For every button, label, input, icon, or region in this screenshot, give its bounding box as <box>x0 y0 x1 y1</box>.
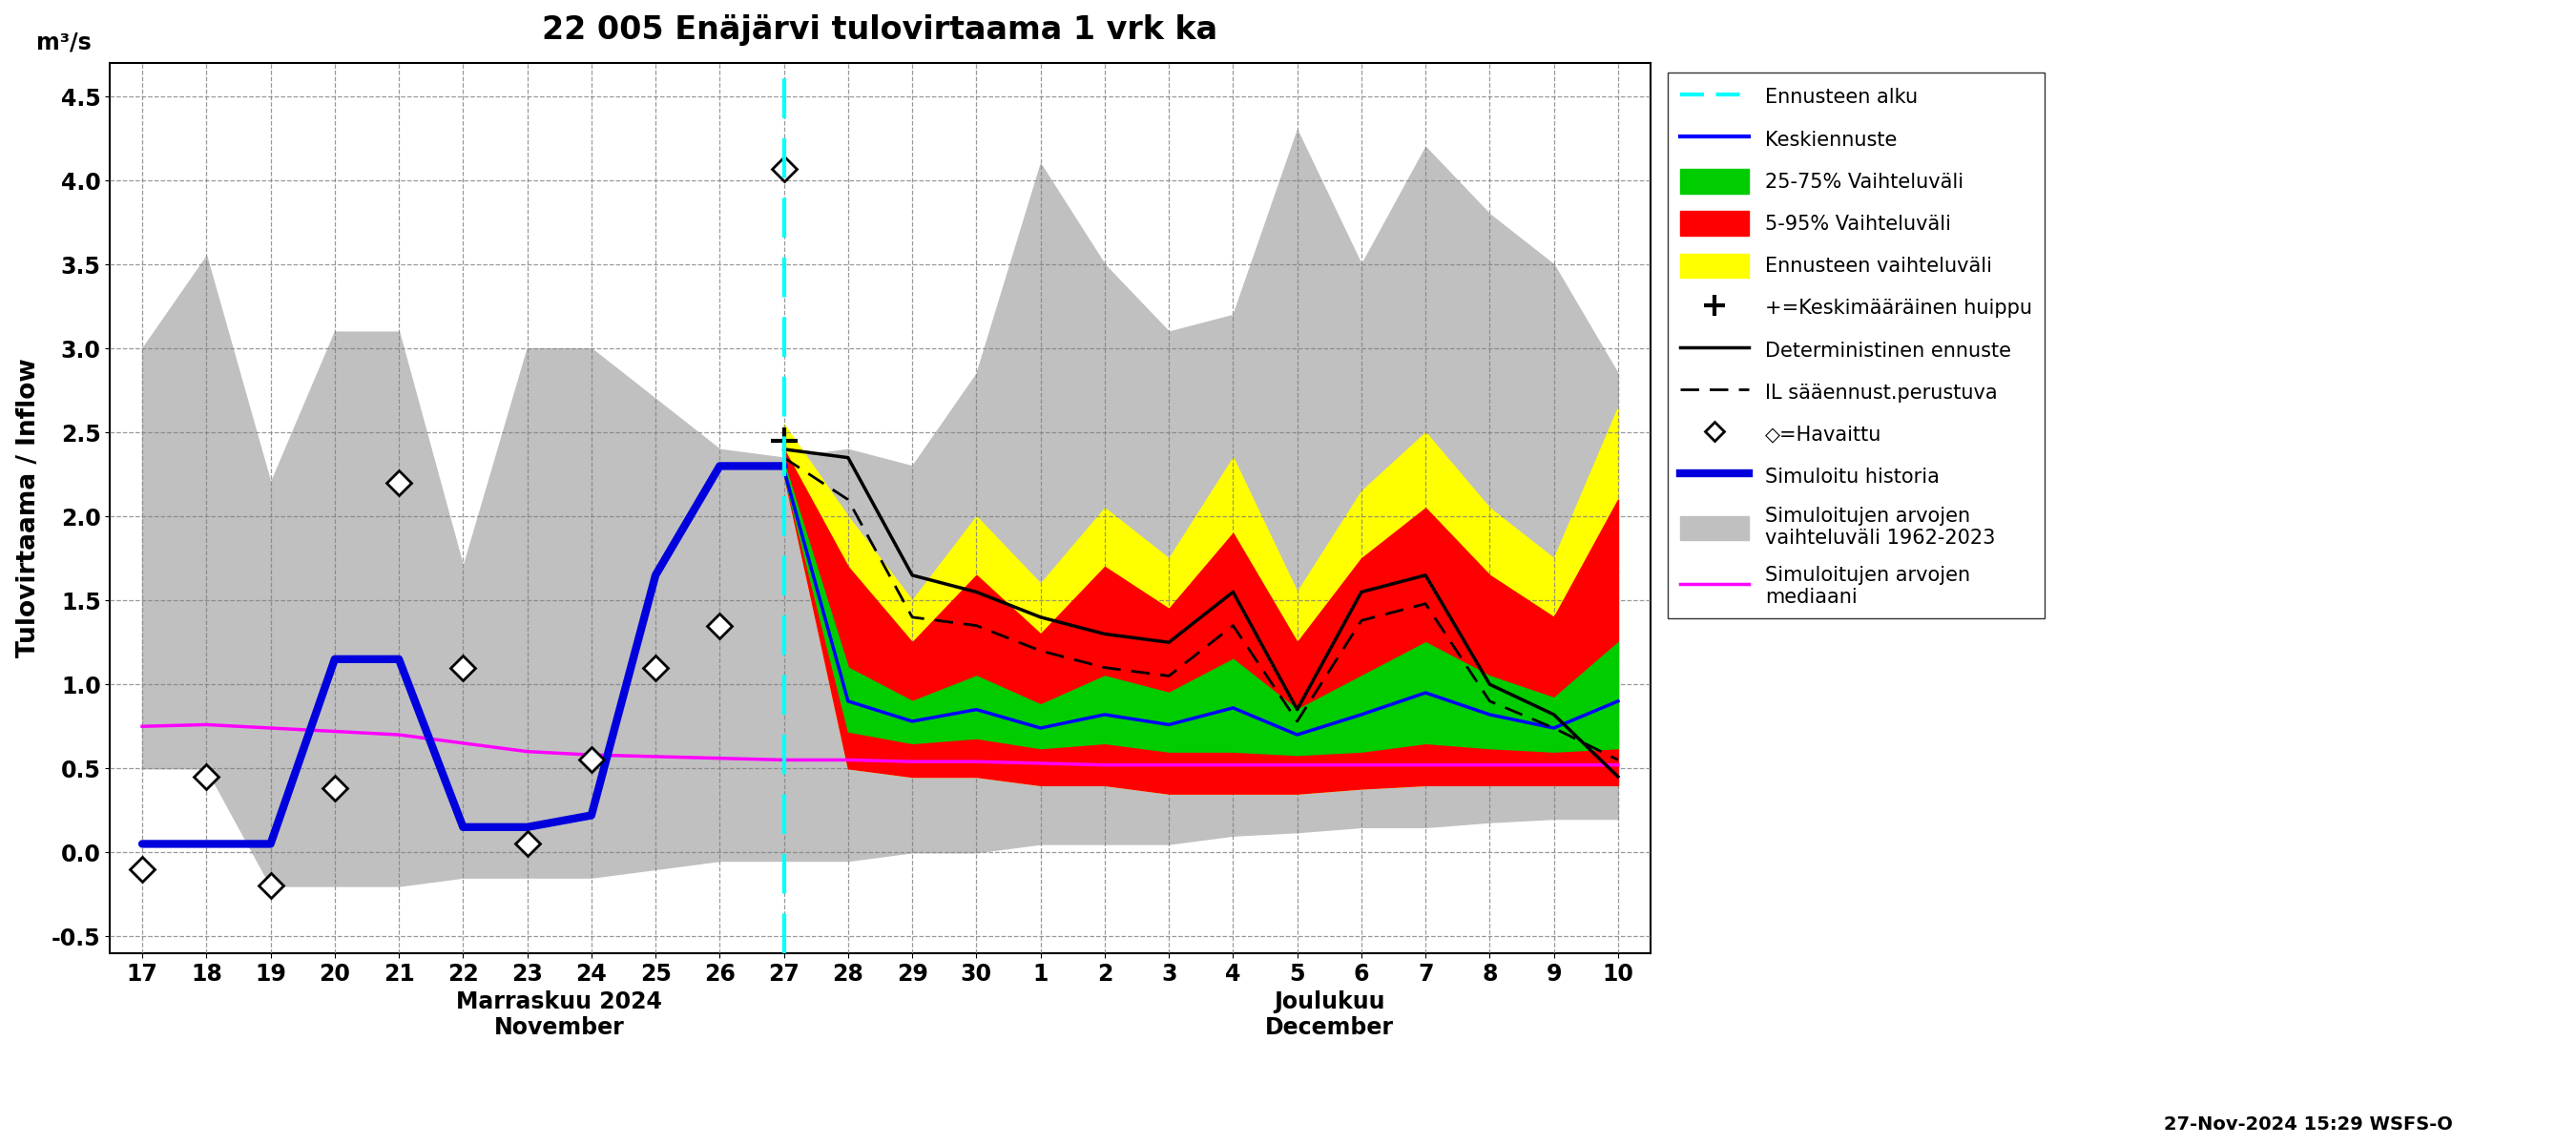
Text: Marraskuu 2024
November: Marraskuu 2024 November <box>456 990 662 1040</box>
Text: m³/s: m³/s <box>36 31 90 54</box>
Y-axis label: Tulovirtaama / Inflow: Tulovirtaama / Inflow <box>15 358 41 657</box>
Title: 22 005 Enäjärvi tulovirtaama 1 vrk ka: 22 005 Enäjärvi tulovirtaama 1 vrk ka <box>544 14 1218 46</box>
Text: Joulukuu
December: Joulukuu December <box>1265 990 1394 1040</box>
Text: 27-Nov-2024 15:29 WSFS-O: 27-Nov-2024 15:29 WSFS-O <box>2164 1115 2452 1134</box>
Legend: Ennusteen alku, Keskiennuste, 25-75% Vaihteluväli, 5-95% Vaihteluväli, Ennusteen: Ennusteen alku, Keskiennuste, 25-75% Vai… <box>1667 73 2045 618</box>
